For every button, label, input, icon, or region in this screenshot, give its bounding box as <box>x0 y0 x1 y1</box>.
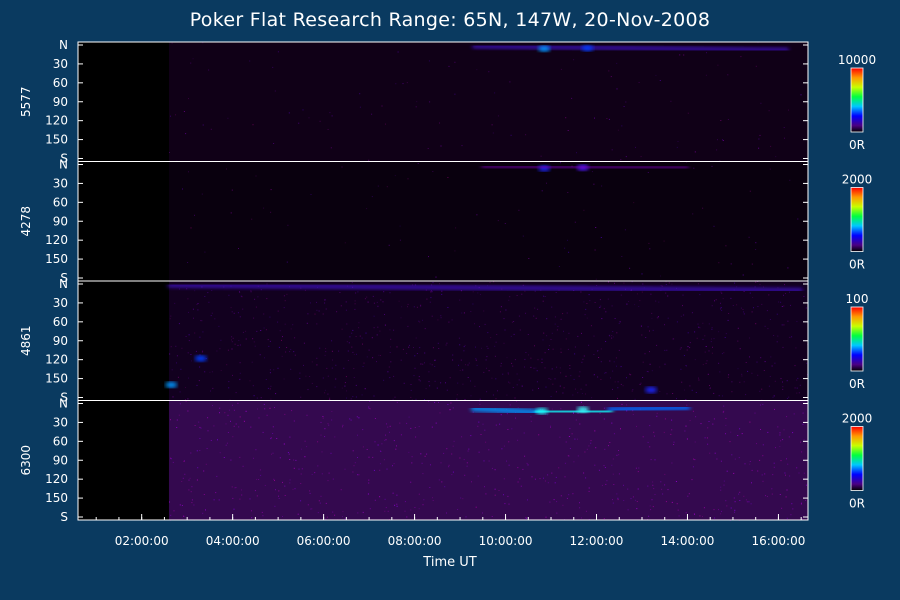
colorbar-max-label: 2000 <box>842 412 873 426</box>
colorbar-max-label: 2000 <box>842 173 873 187</box>
x-axis-label: Time UT <box>423 555 477 570</box>
panel-5577: N 30 60 90 120 150 S 5577 10000 0R <box>19 38 876 166</box>
x-tick-label: 08:00:00 <box>388 534 442 548</box>
y-tick-label: 90 <box>53 214 68 228</box>
aurora-arc <box>167 283 803 292</box>
y-tick-label: 90 <box>53 453 68 467</box>
y-tick-label: 60 <box>53 434 68 448</box>
y-tick-label: 60 <box>53 315 68 329</box>
x-tick-label: 04:00:00 <box>206 534 260 548</box>
y-tick-label: S <box>60 152 68 166</box>
noise-texture <box>169 281 809 402</box>
y-tick-label: S <box>60 510 68 524</box>
chart-title: Poker Flat Research Range: 65N, 147W, 20… <box>189 9 711 31</box>
y-tick-label: 90 <box>53 334 68 348</box>
panel-6300: N 30 60 90 120 150 S 6300 2000 0R <box>19 397 872 525</box>
colorbar-min-label: 0R <box>849 497 865 511</box>
colorbar <box>850 426 864 491</box>
data-region <box>168 42 809 162</box>
y-tick-label: 150 <box>45 372 68 386</box>
data-region <box>168 281 809 401</box>
data-region <box>168 400 809 520</box>
aurora-spot <box>645 386 658 393</box>
x-tick-label: 02:00:00 <box>115 534 169 548</box>
aurora-arc <box>534 408 614 416</box>
aurora-arc <box>472 44 790 52</box>
panel-4861: N 30 60 90 120 150 S 4861 100 0R <box>19 277 868 405</box>
y-axis-label: 5577 <box>19 86 33 117</box>
colorbar-max-label: 100 <box>846 292 869 306</box>
aurora-spot <box>538 45 551 52</box>
colorbar-min-label: 0R <box>849 258 865 272</box>
y-tick-label: 120 <box>45 472 68 486</box>
aurora-arc <box>481 164 689 170</box>
data-region <box>168 161 809 281</box>
y-tick-label: 30 <box>53 415 68 429</box>
y-axis-label: 4861 <box>19 325 33 356</box>
y-tick-label: 150 <box>45 252 68 266</box>
y-tick-label: N <box>59 397 68 411</box>
x-tick-label: 10:00:00 <box>479 534 533 548</box>
x-tick-label: 16:00:00 <box>751 534 805 548</box>
colorbar-min-label: 0R <box>849 377 865 391</box>
aurora-arc <box>607 404 691 413</box>
colorbar-min-label: 0R <box>849 138 865 152</box>
aurora-spot <box>165 381 178 388</box>
y-tick-label: 90 <box>53 95 68 109</box>
y-tick-label: 60 <box>53 76 68 90</box>
x-tick-label: 14:00:00 <box>661 534 715 548</box>
y-tick-label: 120 <box>45 353 68 367</box>
y-tick-label: 120 <box>45 114 68 128</box>
aurora-spot <box>581 45 594 52</box>
y-tick-label: N <box>59 38 68 52</box>
aurora-spot <box>576 406 589 413</box>
y-tick-label: N <box>59 277 68 291</box>
y-axis-label: 6300 <box>19 445 33 476</box>
y-tick-label: 30 <box>53 57 68 71</box>
y-tick-label: 30 <box>53 176 68 190</box>
x-tick-label: 12:00:00 <box>570 534 624 548</box>
aurora-arc <box>470 405 541 416</box>
y-tick-label: 120 <box>45 233 68 247</box>
y-tick-label: 60 <box>53 195 68 209</box>
colorbar-max-label: 10000 <box>838 53 876 67</box>
y-tick-label: S <box>60 391 68 405</box>
colorbar <box>850 67 864 133</box>
y-tick-label: S <box>60 271 68 285</box>
aurora-spot <box>194 355 207 362</box>
colorbar <box>850 187 864 252</box>
y-axis-label: 4278 <box>19 206 33 237</box>
noise-texture <box>182 161 799 280</box>
panel-4278: N 30 60 90 120 150 S 4278 2000 0R <box>19 158 872 286</box>
y-tick-label: 30 <box>53 296 68 310</box>
y-tick-label: 150 <box>45 133 68 147</box>
y-tick-label: 150 <box>45 491 68 505</box>
colorbar <box>850 306 864 372</box>
y-tick-label: N <box>59 158 68 172</box>
aurora-spot <box>535 408 548 415</box>
x-tick-label: 06:00:00 <box>297 534 351 548</box>
